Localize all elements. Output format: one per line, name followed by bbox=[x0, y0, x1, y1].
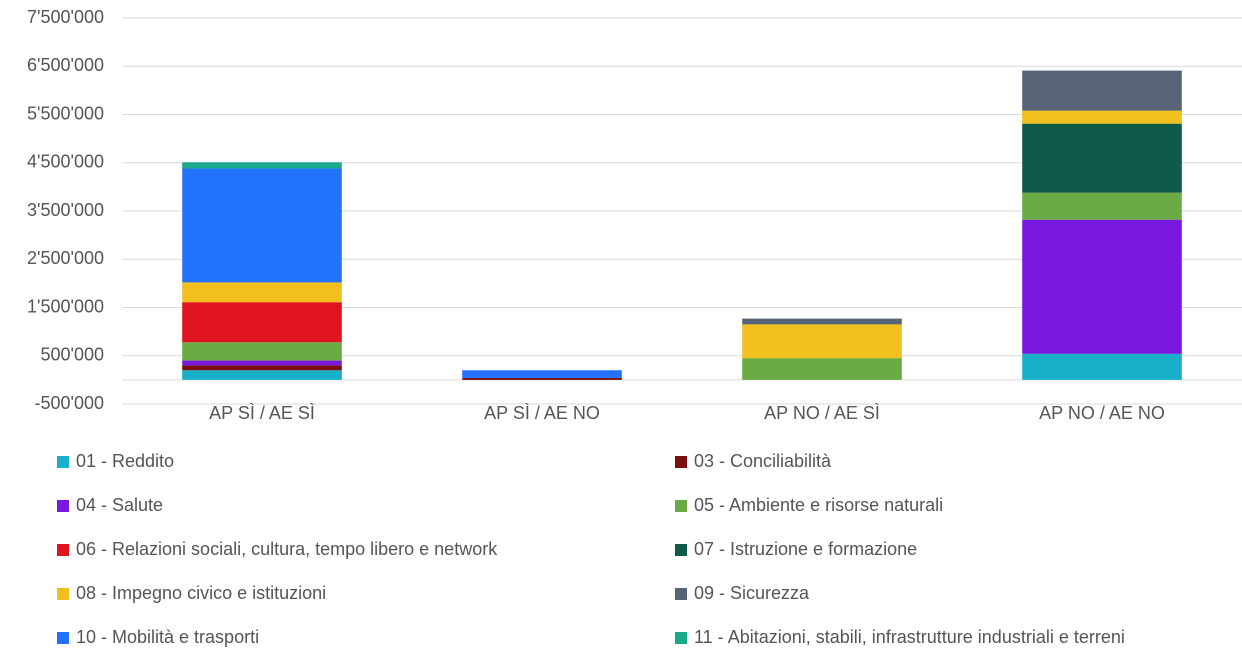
bar-segment bbox=[1022, 353, 1182, 380]
bar-segment bbox=[1022, 219, 1182, 354]
bar-segment bbox=[1022, 70, 1182, 111]
bar-segment bbox=[742, 324, 902, 359]
legend-label: 08 - Impegno civico e istituzioni bbox=[76, 583, 326, 603]
y-tick-label: 7'500'000 bbox=[27, 7, 104, 27]
y-tick-label: 4'500'000 bbox=[27, 152, 104, 172]
bar-segment bbox=[182, 168, 342, 283]
bar-segment bbox=[182, 282, 342, 303]
bar-segment bbox=[1022, 192, 1182, 220]
y-tick-label: 6'500'000 bbox=[27, 55, 104, 75]
y-tick-label: 2'500'000 bbox=[27, 248, 104, 268]
bar-segment bbox=[182, 365, 342, 371]
legend-swatch bbox=[675, 544, 687, 556]
bar-segment bbox=[742, 318, 902, 325]
y-tick-label: 5'500'000 bbox=[27, 103, 104, 123]
bar-segment bbox=[1022, 110, 1182, 124]
x-tick-label: AP NO / AE NO bbox=[1039, 403, 1165, 423]
legend-label: 05 - Ambiente e risorse naturali bbox=[694, 495, 943, 515]
x-tick-label: AP SÌ / AE SÌ bbox=[209, 403, 315, 423]
legend-label: 10 - Mobilità e trasporti bbox=[76, 627, 259, 647]
legend-swatch bbox=[57, 632, 69, 644]
legend-label: 03 - Conciliabilità bbox=[694, 451, 832, 471]
legend-swatch bbox=[57, 544, 69, 556]
bar-segment bbox=[742, 358, 902, 380]
legend-label: 09 - Sicurezza bbox=[694, 583, 810, 603]
legend-swatch bbox=[57, 456, 69, 468]
bar-segment bbox=[182, 360, 342, 366]
legend-label: 04 - Salute bbox=[76, 495, 163, 515]
y-tick-label: 3'500'000 bbox=[27, 200, 104, 220]
y-tick-label: 500'000 bbox=[40, 345, 104, 365]
bar-segment bbox=[182, 302, 342, 343]
legend-swatch bbox=[675, 632, 687, 644]
x-tick-label: AP SÌ / AE NO bbox=[484, 403, 600, 423]
bar-segment bbox=[182, 370, 342, 380]
x-tick-label: AP NO / AE SÌ bbox=[764, 403, 880, 423]
y-tick-label: -500'000 bbox=[35, 393, 105, 413]
y-tick-label: 1'500'000 bbox=[27, 296, 104, 316]
legend-swatch bbox=[675, 456, 687, 468]
legend-swatch bbox=[57, 588, 69, 600]
legend-swatch bbox=[57, 500, 69, 512]
bar-segment bbox=[182, 342, 342, 361]
legend-label: 06 - Relazioni sociali, cultura, tempo l… bbox=[76, 539, 498, 559]
bar-segment bbox=[462, 370, 622, 378]
bar-segment bbox=[462, 377, 622, 380]
legend-label: 07 - Istruzione e formazione bbox=[694, 539, 917, 559]
legend-label: 01 - Reddito bbox=[76, 451, 174, 471]
legend-swatch bbox=[675, 588, 687, 600]
bar-segment bbox=[1022, 123, 1182, 193]
legend-swatch bbox=[675, 500, 687, 512]
bar-segment bbox=[182, 162, 342, 169]
legend-label: 11 - Abitazioni, stabili, infrastrutture… bbox=[694, 627, 1125, 647]
